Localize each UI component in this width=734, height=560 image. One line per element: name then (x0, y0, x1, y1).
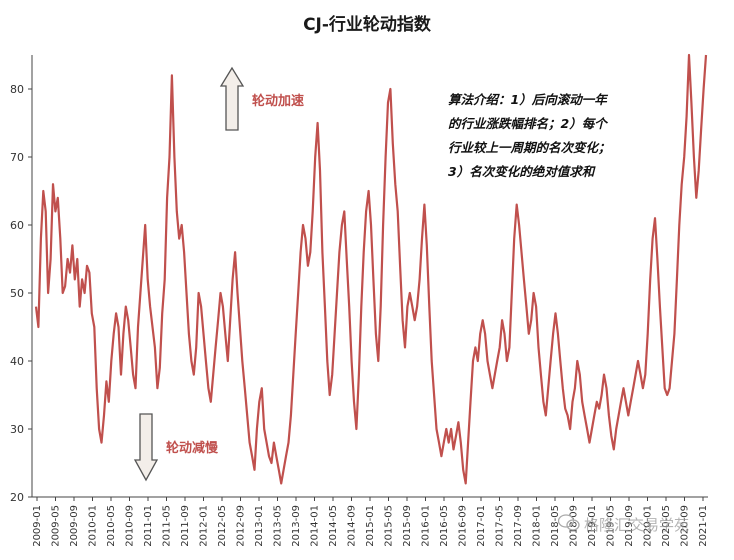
y-tick-label: 80 (10, 83, 24, 96)
x-tick-label: 2017-01 (476, 505, 487, 547)
x-tick-label: 2010-05 (106, 505, 117, 547)
x-tick-label: 2018-09 (569, 505, 580, 547)
x-tick-label: 2016-05 (439, 505, 450, 547)
note-line: 3）名次变化的绝对值求和 (448, 164, 595, 179)
x-tick-label: 2017-05 (495, 505, 506, 547)
y-tick-label: 50 (10, 287, 24, 300)
deceleration-label: 轮动减慢 (166, 441, 219, 456)
y-tick-label: 40 (10, 355, 24, 368)
note-line: 的行业涨跌幅排名；2）每个 (448, 116, 607, 131)
x-tick-label: 2015-09 (402, 505, 413, 547)
x-tick-label: 2018-05 (550, 505, 561, 547)
chart-title: CJ-行业轮动指数 (303, 15, 431, 35)
y-tick-label: 30 (10, 423, 24, 436)
y-tick-label: 70 (10, 151, 24, 164)
note-line: 行业较上一周期的名次变化； (448, 140, 611, 155)
x-tick-label: 2014-09 (347, 505, 358, 547)
x-tick-label: 2020-09 (680, 505, 691, 547)
x-tick-label: 2009-05 (51, 505, 62, 547)
x-tick-label: 2012-01 (199, 505, 210, 547)
x-tick-label: 2019-01 (587, 505, 598, 547)
x-tick-label: 2013-01 (254, 505, 265, 547)
note-line: 算法介绍：1）后向滚动一年 (448, 92, 607, 107)
chart-axes: 20 30 40 50 60 70 80 2009-01 2009-05 2009-09 2010-… (10, 55, 709, 547)
rotation-index-line (34, 53, 708, 485)
x-tick-label: 2011-01 (143, 505, 154, 547)
x-tick-label: 2014-01 (310, 505, 321, 547)
wechat-icon (558, 514, 580, 531)
x-tick-label: 2012-05 (217, 505, 228, 547)
x-tick-label: 2018-01 (532, 505, 543, 547)
y-tick-label: 60 (10, 219, 24, 232)
y-tick-label: 20 (10, 491, 24, 504)
x-tick-label: 2010-09 (125, 505, 136, 547)
x-tick-label: 2014-05 (328, 505, 339, 547)
x-tick-label: 2010-01 (88, 505, 99, 547)
x-tick-label: 2020-05 (661, 505, 672, 547)
arrow-layer (133, 66, 245, 482)
algorithm-note: 算法介绍：1）后向滚动一年 的行业涨跌幅排名；2）每个 行业较上一周期的名次变化… (448, 88, 658, 184)
x-tick-label: 2011-05 (162, 505, 173, 547)
x-tick-label: 2017-09 (513, 505, 524, 547)
x-tick-label: 2009-09 (69, 505, 80, 547)
x-tick-label: 2013-05 (273, 505, 284, 547)
x-tick-label: 2011-09 (180, 505, 191, 547)
series-layer (34, 53, 708, 485)
x-tick-label: 2009-01 (32, 505, 43, 547)
up-arrow-icon (219, 66, 245, 131)
x-tick-label: 2012-09 (236, 505, 247, 547)
x-tick-label: 2016-09 (458, 505, 469, 547)
x-tick-label: 2020-01 (643, 505, 654, 547)
x-tick-label: 2016-01 (421, 505, 432, 547)
x-tick-label: 2015-01 (365, 505, 376, 547)
x-tick-label: 2021-01 (698, 505, 709, 547)
x-tick-label: 2019-09 (624, 505, 635, 547)
x-tick-label: 2013-09 (291, 505, 302, 547)
x-tick-label: 2015-05 (384, 505, 395, 547)
acceleration-label: 轮动加速 (252, 94, 305, 109)
watermark-text: 格隆汇交易学苑 (584, 516, 690, 534)
down-arrow-icon (133, 413, 159, 482)
x-tick-label: 2019-05 (606, 505, 617, 547)
